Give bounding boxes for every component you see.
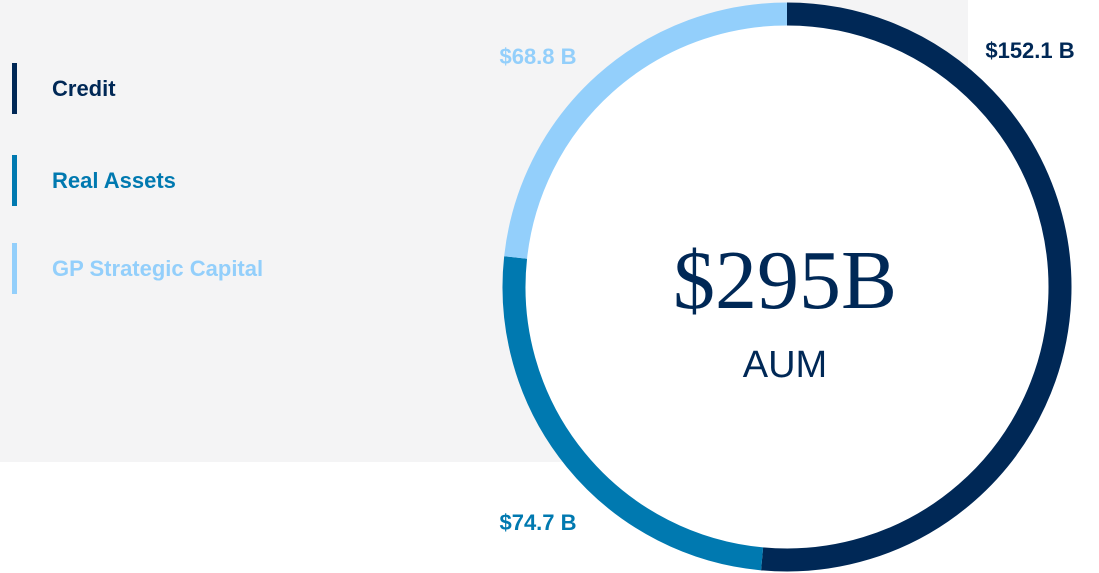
donut-segment [502,256,764,571]
value-label: $152.1 B [985,38,1074,63]
legend-label: GP Strategic Capital [52,256,263,281]
value-label: $74.7 B [499,510,576,535]
donut-hole [525,25,1049,549]
donut-segment [504,2,788,259]
center-label: AUM [743,344,827,386]
value-label: $68.8 B [499,44,576,69]
legend-label: Credit [52,76,116,101]
donut-segment [761,2,1072,572]
legend-swatch [12,63,17,114]
center-value: $295B [673,234,897,327]
legend-label: Real Assets [52,168,176,193]
legend-swatch [12,243,17,294]
legend-swatch [12,155,17,206]
